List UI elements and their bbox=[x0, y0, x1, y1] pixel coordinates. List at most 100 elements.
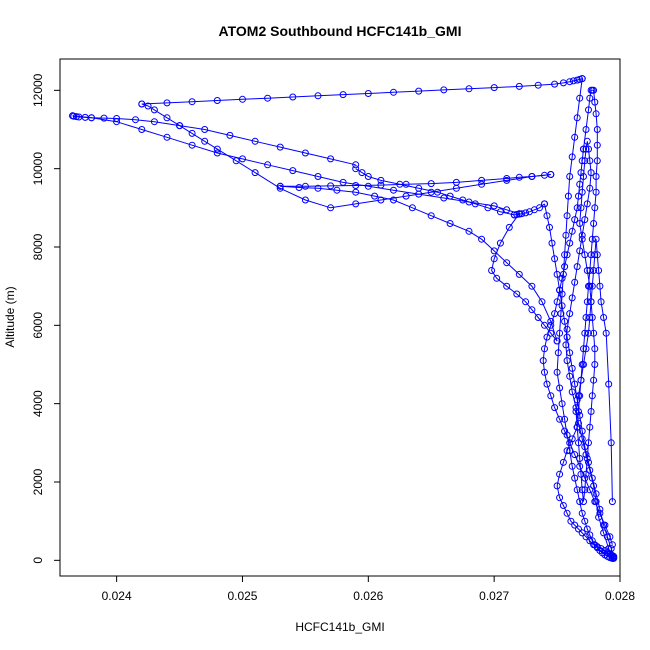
data-point bbox=[581, 157, 589, 165]
data-point bbox=[587, 298, 595, 306]
data-point bbox=[301, 196, 309, 204]
data-point bbox=[573, 263, 581, 271]
data-point bbox=[586, 531, 594, 539]
data-point bbox=[581, 474, 589, 482]
data-point bbox=[583, 298, 591, 306]
data-point bbox=[577, 204, 585, 212]
data-point bbox=[564, 192, 572, 200]
data-point bbox=[556, 415, 564, 423]
data-point bbox=[576, 462, 584, 470]
data-point bbox=[69, 112, 77, 120]
data-point bbox=[551, 255, 559, 263]
data-point bbox=[571, 521, 579, 529]
data-point bbox=[576, 220, 584, 227]
data-point bbox=[563, 251, 571, 259]
data-point bbox=[608, 554, 616, 562]
data-point bbox=[113, 118, 121, 126]
data-point bbox=[605, 545, 613, 553]
data-point bbox=[138, 126, 146, 133]
data-point bbox=[567, 517, 575, 525]
data-point bbox=[558, 400, 566, 408]
data-point bbox=[581, 517, 589, 525]
data-point bbox=[592, 235, 600, 243]
data-point bbox=[566, 173, 574, 180]
data-point bbox=[510, 211, 518, 219]
data-point bbox=[515, 210, 523, 218]
data-point bbox=[566, 239, 574, 247]
y-tick-label: 0 bbox=[31, 557, 45, 564]
data-point bbox=[600, 314, 608, 321]
data-point bbox=[465, 227, 473, 235]
data-point bbox=[551, 404, 559, 412]
data-point bbox=[581, 329, 589, 337]
data-point bbox=[150, 118, 158, 126]
data-point bbox=[573, 423, 581, 431]
data-point bbox=[569, 77, 577, 85]
data-point bbox=[352, 200, 360, 208]
data-point bbox=[188, 129, 196, 137]
data-point bbox=[100, 114, 108, 122]
data-point bbox=[568, 227, 576, 235]
data-point bbox=[490, 202, 498, 210]
data-point bbox=[590, 86, 598, 94]
series-line bbox=[576, 89, 598, 428]
data-point bbox=[573, 204, 581, 212]
series-line bbox=[355, 168, 515, 216]
data-point bbox=[518, 210, 526, 218]
data-point bbox=[201, 137, 209, 145]
data-point bbox=[503, 259, 511, 267]
data-point bbox=[251, 169, 259, 177]
data-point bbox=[563, 325, 571, 333]
data-point bbox=[585, 329, 592, 337]
data-point bbox=[580, 498, 587, 506]
data-point bbox=[138, 100, 146, 108]
data-point bbox=[571, 474, 579, 482]
data-point bbox=[541, 345, 548, 353]
data-point bbox=[582, 126, 590, 133]
data-point bbox=[587, 408, 595, 415]
data-point bbox=[163, 114, 171, 122]
data-point bbox=[576, 498, 584, 506]
data-point bbox=[593, 126, 601, 133]
data-point bbox=[595, 267, 603, 274]
data-point bbox=[576, 247, 584, 255]
data-point bbox=[276, 143, 284, 151]
data-point bbox=[566, 310, 574, 318]
data-point bbox=[144, 102, 152, 110]
data-point bbox=[576, 411, 584, 419]
data-point bbox=[377, 176, 385, 184]
data-point bbox=[295, 184, 303, 191]
data-point bbox=[528, 282, 536, 290]
data-point bbox=[546, 223, 553, 231]
data-point bbox=[327, 182, 335, 190]
data-point bbox=[588, 474, 596, 482]
data-point bbox=[578, 427, 586, 435]
data-point bbox=[327, 155, 335, 163]
data-point bbox=[573, 486, 581, 494]
data-point bbox=[402, 192, 410, 200]
data-point bbox=[534, 81, 542, 89]
x-tick-label: 0.027 bbox=[479, 589, 509, 603]
data-point bbox=[515, 82, 523, 90]
y-tick-label: 6000 bbox=[31, 312, 45, 339]
data-point bbox=[488, 267, 496, 274]
data-point bbox=[558, 274, 566, 282]
data-point bbox=[314, 184, 322, 192]
data-point bbox=[543, 380, 551, 388]
data-point bbox=[563, 357, 571, 365]
data-point bbox=[390, 196, 397, 204]
data-point bbox=[571, 133, 579, 141]
data-point bbox=[583, 455, 591, 462]
x-axis: 0.024 0.025 0.026 0.027 0.028 bbox=[102, 576, 635, 603]
data-point bbox=[591, 251, 599, 259]
data-point bbox=[163, 133, 171, 141]
data-point bbox=[592, 490, 600, 498]
data-point bbox=[352, 161, 360, 169]
data-point bbox=[587, 251, 595, 259]
data-point bbox=[563, 333, 571, 341]
y-axis: 0 2000 4000 6000 8000 10000 12000 bbox=[31, 73, 60, 564]
y-axis-label: Altitude (m) bbox=[3, 286, 17, 347]
data-point bbox=[226, 131, 234, 139]
data-point bbox=[575, 192, 582, 200]
data-point bbox=[465, 198, 473, 206]
